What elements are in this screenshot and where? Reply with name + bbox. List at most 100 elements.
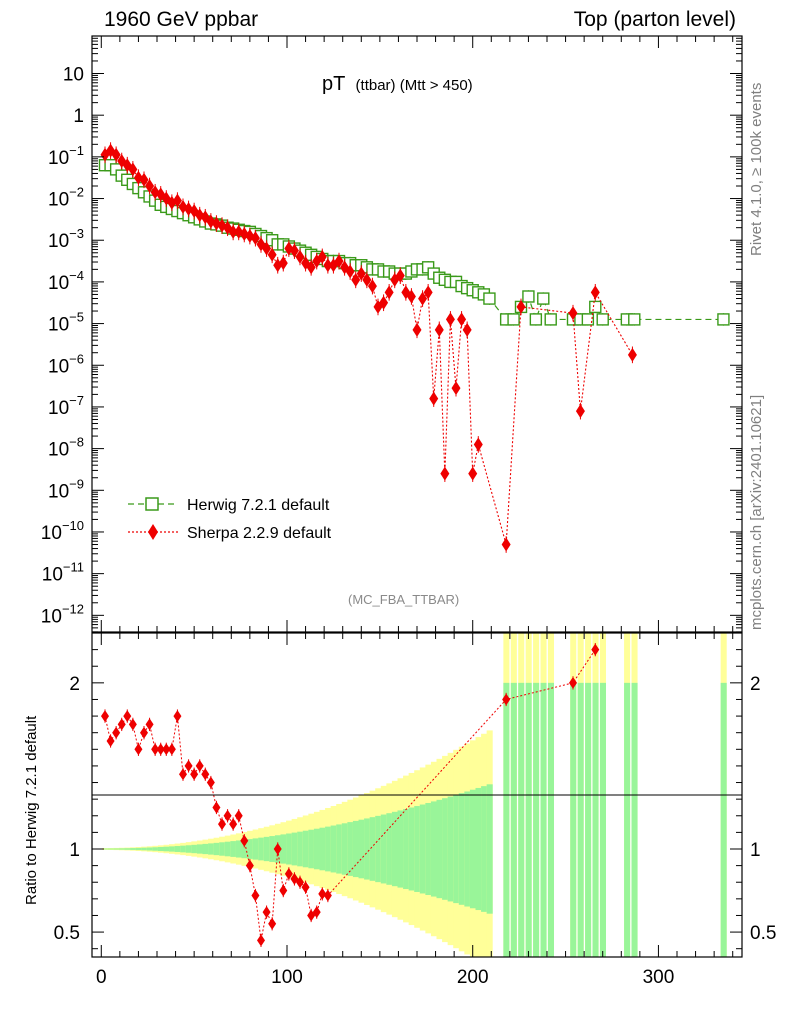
ratio-band-green [152,847,159,851]
main-y-tick-label-base: 10 [48,231,69,252]
ratio-marker [318,887,327,900]
main-y-tick-label: 10−3 [48,226,84,252]
legend-sherpa-marker [148,524,158,540]
ratio-band-green [291,832,298,866]
main-y-tick-label-exponent: −4 [69,268,84,283]
sherpa-marker [351,272,361,287]
ratio-band-green [107,848,114,850]
ratio-band-green [308,829,315,869]
herwig-marker [589,300,602,314]
main-y-tick-label: 10−4 [48,268,84,294]
ratio-band-green [624,682,631,957]
ratio-band-green [241,839,248,859]
sherpa-marker [423,285,433,300]
ratio-y-tick-label: 1 [69,840,80,861]
plot-title-main: pT [322,73,345,95]
ratio-y-tick-labels-left: 210.5 [54,674,80,944]
ratio-marker [591,643,600,656]
ratio-band-green [403,808,410,890]
ratio-band-green [263,836,270,862]
main-y-tick-label-exponent: −2 [69,185,84,200]
main-y-tick-label: 10−1 [48,143,84,169]
ratio-marker [162,743,171,756]
main-y-tick-label-base: 10 [63,65,84,86]
ratio-marker [262,906,271,919]
herwig-marker [544,313,557,326]
main-y-tick-label-exponent: −3 [69,226,84,241]
sherpa-marker [250,231,260,246]
sherpa-marker [568,306,578,321]
plot-title: pT (ttbar) (Mtt > 450) [322,73,473,95]
sherpa-marker [434,322,444,337]
ratio-band-green [469,789,476,909]
ratio-band-green [408,807,415,891]
ratio-marker [251,889,260,902]
ratio-band-green [458,793,465,905]
main-y-tick-label-exponent: −7 [69,393,84,408]
analysis-tag: (MC_FBA_TTBAR) [348,592,459,607]
ratio-marker [173,710,182,723]
ratio-band-green [540,682,547,957]
sherpa-marker [379,295,389,310]
ratio-band-green [547,682,554,957]
sherpa-marker [317,249,327,264]
sherpa-marker [345,264,355,279]
ratio-band-green [135,847,142,851]
sherpa-marker [462,322,472,337]
ratio-band-green [269,836,276,862]
ratio-band-green [577,682,584,957]
ratio-marker [296,876,304,889]
ratio-marker [128,718,137,731]
ratio-band-green [247,839,254,859]
sherpa-marker [516,299,526,314]
ratio-band-green [302,830,309,868]
ratio-band-green [252,838,259,860]
ratio-marker [106,735,115,747]
axis-ticks [92,36,742,957]
ratio-marker [257,934,265,947]
sherpa-marker [334,254,344,269]
sherpa-marker [111,147,121,162]
ratio-band-green [219,842,226,856]
main-y-tick-label-exponent: −12 [62,601,84,616]
main-y-tick-label: 10−2 [48,185,84,211]
sherpa-marker [139,172,149,187]
main-y-tick-label-base: 10 [48,481,69,502]
ratio-band-green [464,791,471,907]
legend-sherpa-label: Sherpa 2.2.9 default [187,525,332,542]
sherpa-marker [445,312,455,327]
ratio-band-green [347,822,354,876]
main-y-tick-label-exponent: −10 [62,518,84,533]
ratio-band-green [169,846,176,852]
ratio-band-green [286,833,293,865]
sherpa-marker [323,258,333,273]
main-y-tick-label: 10 [63,65,84,86]
herwig-marker [522,290,535,303]
ratio-marker [502,693,511,706]
ratio-marker [151,743,160,756]
sherpa-marker [412,322,422,337]
sherpa-marker [306,260,316,275]
ratio-marker [212,801,221,814]
ratio-band-green [453,794,460,904]
main-y-tick-label-base: 10 [48,190,69,211]
main-y-tick-label: 1 [73,106,84,127]
sherpa-marker [406,289,416,304]
ratio-band-green [118,848,125,850]
ratio-marker [245,859,254,872]
ratio-marker [301,881,310,894]
main-y-tick-label-base: 10 [48,398,69,419]
x-tick-label: 0 [96,967,107,988]
x-tick-label: 300 [643,967,675,988]
ratio-y-tick-label: 2 [69,674,80,695]
herwig-marker [581,313,595,326]
main-y-tick-label: 10−8 [48,435,84,461]
x-tick-label: 100 [271,967,303,988]
main-y-tick-labels: 10110−110−210−310−410−510−610−710−810−91… [41,65,84,628]
ratio-band-green [230,841,237,857]
ratio-band-green [319,827,326,871]
herwig-marker [628,313,641,326]
legend-herwig-marker [145,497,159,511]
ratio-marker [112,726,121,739]
sherpa-marker [395,268,405,283]
